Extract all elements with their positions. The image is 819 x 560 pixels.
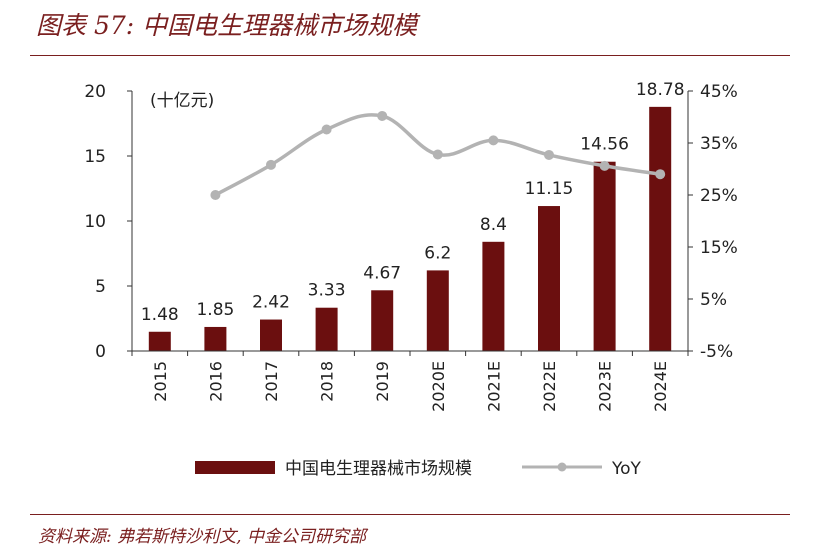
bar bbox=[482, 241, 505, 351]
y-left-tick-label: 0 bbox=[95, 342, 106, 362]
y-right-tick-label: 25% bbox=[700, 186, 738, 206]
y-right-tick-label: 5% bbox=[700, 290, 727, 310]
x-tick-label: 2021E bbox=[484, 361, 503, 412]
x-tick-label: 2022E bbox=[540, 361, 559, 412]
x-tick-label: 2017 bbox=[262, 361, 281, 402]
legend: 中国电生理器械市场规模 YoY bbox=[195, 459, 642, 479]
y-right-tick-label: 35% bbox=[700, 134, 738, 154]
bar bbox=[649, 106, 672, 351]
yoy-point bbox=[488, 135, 499, 146]
x-tick-label: 2015 bbox=[151, 361, 170, 402]
bar-value-label: 18.78 bbox=[636, 80, 685, 100]
bar bbox=[426, 270, 449, 351]
bar-value-label: 4.67 bbox=[363, 263, 401, 283]
y-right-tick-label: 15% bbox=[700, 238, 738, 258]
bar bbox=[148, 331, 171, 351]
bar-value-label: 14.56 bbox=[580, 135, 629, 155]
bar-value-label: 3.33 bbox=[308, 281, 346, 301]
yoy-point bbox=[544, 149, 554, 160]
legend-bar-label: 中国电生理器械市场规模 bbox=[285, 459, 472, 479]
bar-value-label: 11.15 bbox=[525, 179, 574, 199]
chart: 1.48 1.85 2.42 3.33 4.67 6.2 8.4 11.15 14.56 18.7… bbox=[84, 80, 738, 479]
yoy-point bbox=[321, 124, 332, 135]
bar-value-label: 6.2 bbox=[424, 243, 451, 263]
bar bbox=[204, 326, 227, 351]
y-left-tick-label: 15 bbox=[84, 147, 106, 167]
y-right-tick-label: -5% bbox=[700, 342, 733, 362]
bar bbox=[371, 290, 394, 351]
bar-value-label: 1.85 bbox=[196, 300, 234, 320]
x-tick-label: 2023E bbox=[596, 361, 615, 412]
bar bbox=[260, 319, 282, 351]
figure-title: 图表 57: 中国电生理器械市场规模 bbox=[36, 11, 418, 40]
y-axis-unit-label: (十亿元) bbox=[150, 91, 214, 111]
bar bbox=[593, 161, 616, 351]
bar-value-label: 2.42 bbox=[252, 293, 290, 313]
bar-value-label: 1.48 bbox=[141, 305, 179, 325]
bar bbox=[538, 206, 560, 351]
yoy-point bbox=[377, 110, 388, 121]
y-right-tick-label: 45% bbox=[700, 82, 738, 102]
y-left-tick-label: 5 bbox=[95, 277, 106, 297]
bar-value-label: 8.4 bbox=[480, 215, 507, 235]
yoy-point bbox=[432, 149, 443, 160]
x-tick-label: 2018 bbox=[318, 361, 337, 402]
bar bbox=[315, 307, 338, 351]
yoy-point bbox=[266, 159, 276, 170]
legend-bar-swatch bbox=[195, 461, 275, 474]
yoy-point bbox=[599, 160, 610, 171]
x-tick-label: 2019 bbox=[373, 361, 392, 402]
source-rule bbox=[30, 514, 790, 515]
y-left-tick-label: 10 bbox=[84, 212, 106, 232]
source-note: 资料来源: 弗若斯特沙利文, 中金公司研究部 bbox=[38, 527, 366, 547]
y-left-tick-label: 20 bbox=[84, 82, 106, 102]
x-tick-label: 2024E bbox=[651, 361, 670, 412]
legend-line-marker bbox=[557, 462, 567, 472]
title-rule bbox=[30, 55, 790, 56]
x-tick-label: 2020E bbox=[429, 361, 448, 412]
x-tick-label: 2016 bbox=[206, 361, 225, 402]
yoy-point bbox=[210, 190, 221, 200]
yoy-point bbox=[655, 169, 666, 180]
legend-line-label: YoY bbox=[611, 459, 642, 479]
